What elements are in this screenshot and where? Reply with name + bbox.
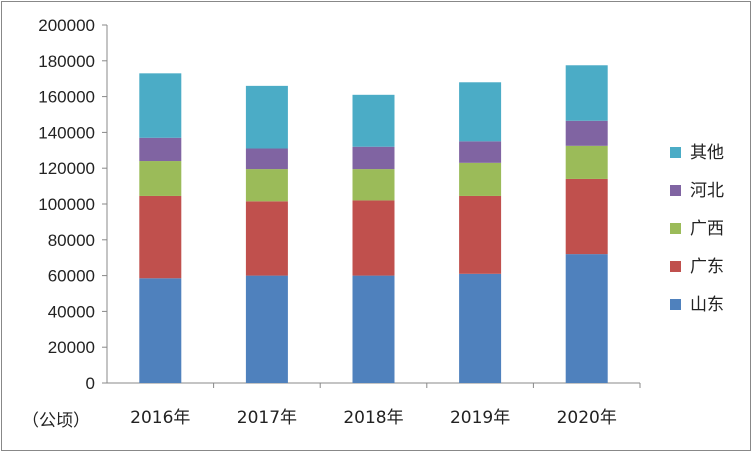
x-tick-label: 2017年 xyxy=(237,408,297,428)
bar-segment xyxy=(352,169,395,201)
bar-segment xyxy=(139,73,182,138)
bar-segment xyxy=(139,195,182,279)
legend-swatch xyxy=(670,223,681,234)
legend-label: 广西 xyxy=(690,219,724,239)
legend-label: 河北 xyxy=(690,181,724,201)
bar-segment xyxy=(459,141,502,163)
legend-swatch xyxy=(670,147,681,158)
bar-segment xyxy=(245,148,288,170)
bar-segment xyxy=(245,201,288,276)
bars-group xyxy=(139,65,608,383)
bar-segment xyxy=(565,254,608,383)
y-tick-label: 120000 xyxy=(38,159,95,178)
legend-label: 其他 xyxy=(690,143,724,163)
y-tick-label: 180000 xyxy=(38,52,95,71)
x-tick-label: 2018年 xyxy=(343,408,403,428)
y-tick-label: 60000 xyxy=(48,267,95,286)
y-tick-label: 80000 xyxy=(48,231,95,250)
legend-swatch xyxy=(670,299,681,310)
y-tick-label: 40000 xyxy=(48,302,95,321)
y-tick-label: 100000 xyxy=(38,195,95,214)
legend-swatch xyxy=(670,185,681,196)
x-tick-label: 2019年 xyxy=(450,408,510,428)
bar-segment xyxy=(459,162,502,196)
y-tick-label: 200000 xyxy=(38,16,95,35)
bar-segment xyxy=(565,145,608,179)
bar-segment xyxy=(459,273,502,383)
bar-segment xyxy=(352,200,395,276)
bar-segment xyxy=(459,195,502,274)
y-tick-label: 0 xyxy=(86,374,95,393)
y-tick-label: 20000 xyxy=(48,338,95,357)
bar-segment xyxy=(245,169,288,202)
legend-swatch xyxy=(670,261,681,272)
bar-segment xyxy=(459,82,502,142)
bar-segment xyxy=(565,120,608,146)
x-tick-label: 2016年 xyxy=(130,408,190,428)
bar-segment xyxy=(245,275,288,383)
y-tick-label: 160000 xyxy=(38,88,95,107)
bar-segment xyxy=(139,278,182,383)
bar-segment xyxy=(139,137,182,162)
bar-segment xyxy=(245,85,288,149)
legend-label: 广东 xyxy=(690,257,724,277)
bar-segment xyxy=(352,275,395,383)
y-unit-label: （公顷） xyxy=(22,411,90,431)
bar-segment xyxy=(352,146,395,170)
legend-label: 山东 xyxy=(690,295,724,315)
x-axis-labels: 2016年 2017年 2018年 2019年 2020年 xyxy=(130,383,641,428)
bar-segment xyxy=(565,178,608,255)
bar-segment xyxy=(139,161,182,196)
bar-segment xyxy=(352,94,395,147)
y-axis-ticks: 0 20000 40000 60000 80000 100000 120000 140000 1… xyxy=(38,16,107,393)
bar-segment xyxy=(565,65,608,121)
y-tick-label: 140000 xyxy=(38,123,95,142)
x-tick-label: 2020年 xyxy=(557,408,617,428)
